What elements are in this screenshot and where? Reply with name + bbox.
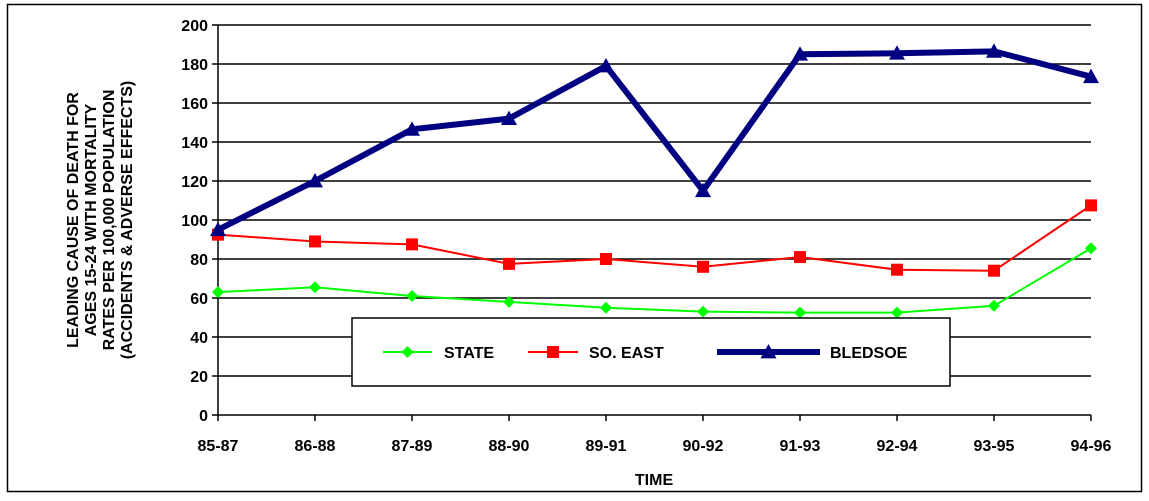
y-tick-label: 40 (190, 330, 208, 347)
series-line (217, 247, 1092, 314)
legend-label: SO. EAST (589, 345, 664, 362)
data-point (988, 264, 1000, 277)
data-point (309, 281, 321, 294)
data-point (986, 43, 1002, 58)
y-axis-label-line: (ACCIDENTS & ADVERSE EFFECTS) (119, 81, 136, 360)
y-tick-label: 100 (181, 213, 208, 230)
data-point (697, 305, 709, 318)
y-tick-label: 140 (181, 135, 208, 152)
data-point (598, 57, 614, 73)
y-axis-label: LEADING CAUSE OF DEATH FOR AGES 15-24 WIT… (65, 81, 136, 360)
data-point (309, 235, 321, 248)
data-point (794, 306, 806, 319)
y-tick-label: 160 (181, 96, 208, 113)
data-point (889, 45, 905, 60)
data-point (600, 301, 612, 314)
legend-swatch-marker (401, 346, 414, 358)
data-point (503, 257, 515, 270)
y-axis-label-line: RATES PER 100,000 POPULATION (101, 90, 118, 351)
x-tick-label: 92-94 (877, 438, 918, 455)
data-point (794, 251, 806, 264)
data-point (406, 290, 418, 303)
data-point (212, 286, 224, 299)
outer-border (6, 3, 1143, 493)
x-tick-label: 90-92 (683, 438, 724, 455)
y-tick-label: 0 (199, 408, 208, 425)
legend-swatch-marker (547, 346, 559, 358)
data-point (1083, 68, 1099, 84)
y-tick-label: 20 (190, 369, 208, 386)
y-tick-label: 120 (181, 174, 208, 191)
data-point (695, 182, 711, 198)
data-point (988, 299, 1000, 312)
data-point (600, 253, 612, 265)
legend-item: STATE (383, 345, 494, 362)
series-so-east (212, 199, 1097, 277)
x-tick-label: 85-87 (198, 438, 239, 455)
legend-label: BLEDSOE (830, 345, 908, 362)
y-tick-label: 80 (190, 252, 208, 269)
x-axis-label: TIME (635, 472, 674, 489)
series-line (216, 48, 1092, 233)
data-point (1085, 199, 1097, 212)
legend-item: BLEDSOE (717, 344, 908, 362)
x-tick-label: 88-90 (489, 438, 530, 455)
x-tick-label: 87-89 (392, 438, 433, 455)
legend: STATE SO. EAST BLEDSOE (351, 317, 951, 387)
legend-box (351, 317, 951, 387)
data-point (307, 173, 323, 188)
x-tick-label: 86-88 (295, 438, 336, 455)
legend-item: SO. EAST (528, 345, 664, 362)
series-state (212, 242, 1097, 319)
y-axis-label-line: AGES 15-24 WITH MORTALITY (83, 103, 100, 336)
data-point (891, 306, 903, 319)
x-tick-label: 94-96 (1071, 438, 1112, 455)
legend-label: STATE (444, 345, 494, 362)
data-point (406, 238, 418, 251)
data-point (792, 46, 808, 61)
legend-swatch-marker (760, 344, 777, 359)
y-axis-label-line: LEADING CAUSE OF DEATH FOR (65, 92, 82, 348)
data-point (210, 221, 226, 237)
data-point (891, 263, 903, 276)
x-tick-label: 93-95 (974, 438, 1015, 455)
data-point (501, 110, 517, 125)
series (210, 43, 1099, 319)
series-bledsoe (210, 43, 1099, 237)
x-tick-label: 91-93 (780, 438, 821, 455)
y-tick-label: 180 (181, 57, 208, 74)
y-tick-label: 60 (190, 291, 208, 308)
series-line (217, 204, 1092, 272)
x-tick-label: 89-91 (586, 438, 627, 455)
y-tick-label: 200 (181, 18, 208, 35)
axes: 0 20 40 60 80 100 120 140 160 180 200 85-87 86-88 87-… (181, 18, 1111, 455)
data-point (503, 295, 515, 308)
data-point (697, 260, 709, 273)
data-point (404, 121, 420, 136)
data-point (1085, 242, 1097, 255)
